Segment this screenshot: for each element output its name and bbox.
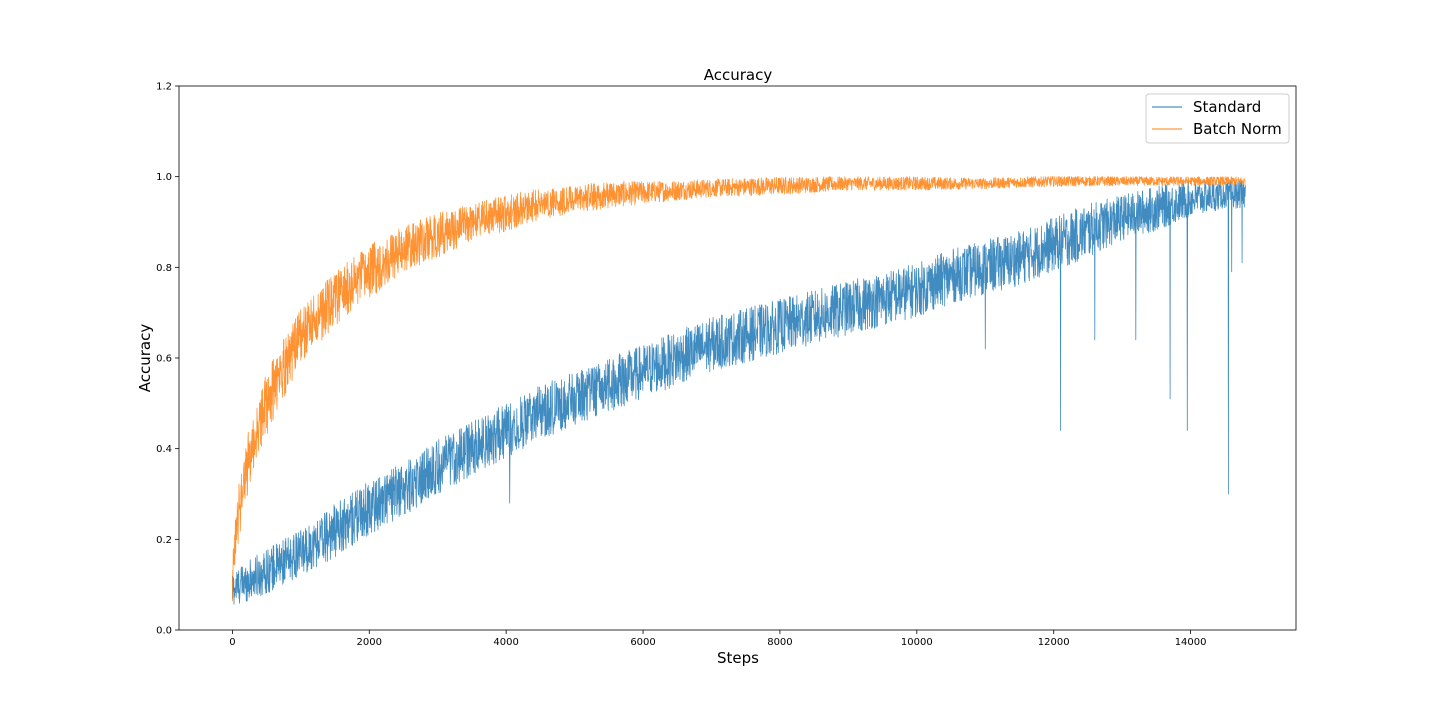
y-axis-label: Accuracy: [136, 324, 154, 393]
y-tick-label: 0.0: [156, 626, 172, 637]
x-tick-label: 8000: [767, 637, 792, 648]
y-tick-label: 0.4: [156, 444, 172, 455]
y-tick-label: 0.8: [156, 263, 172, 274]
legend-box: [1145, 93, 1290, 144]
x-tick-label: 12000: [1038, 637, 1070, 648]
series-line-batch-norm: [232, 176, 1246, 602]
series-layer: [232, 176, 1246, 605]
legend-label-standard: Standard: [1193, 98, 1261, 116]
y-tick-label: 0.6: [156, 354, 172, 365]
y-tick-label: 0.2: [156, 535, 172, 546]
x-axis-label: Steps: [717, 649, 759, 667]
x-tick-label: 10000: [901, 637, 933, 648]
legend-label-batch-norm: Batch Norm: [1193, 120, 1282, 138]
legend: Standard Batch Norm: [1145, 93, 1290, 144]
y-tick-label: 1.0: [156, 172, 172, 183]
chart-title: Accuracy: [704, 66, 773, 84]
series-line-standard: [232, 180, 1246, 605]
plot-frame: [178, 85, 1297, 631]
y-axis-ticks: 0.0 0.2 0.4 0.6 0.8 1.0 1.2: [156, 82, 179, 637]
x-axis-ticks: 0 2000 4000 6000 8000 10000 12000 14000: [229, 630, 1207, 648]
y-tick-label: 1.2: [156, 82, 172, 93]
x-tick-label: 0: [229, 637, 235, 648]
x-tick-label: 6000: [630, 637, 655, 648]
x-tick-label: 14000: [1175, 637, 1207, 648]
x-tick-label: 2000: [357, 637, 382, 648]
x-tick-label: 4000: [493, 637, 518, 648]
